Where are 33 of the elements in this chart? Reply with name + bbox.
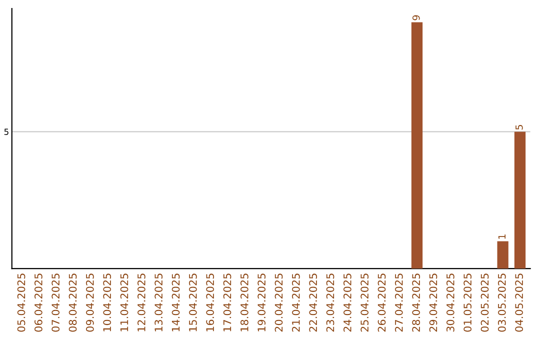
x-tick-label: 24.04.2025 bbox=[343, 274, 352, 332]
x-tick-label: 19.04.2025 bbox=[258, 274, 266, 332]
x-tick-label: 11.04.2025 bbox=[120, 274, 128, 332]
x-tick-label: 20.04.2025 bbox=[274, 274, 283, 332]
x-tick-label: 01.05.2025 bbox=[464, 274, 472, 332]
x-tick-label: 13.04.2025 bbox=[154, 274, 163, 332]
data-label: 5 bbox=[516, 124, 523, 130]
x-tick-label: 03.05.2025 bbox=[498, 274, 506, 332]
x-tick-label: 09.04.2025 bbox=[86, 274, 94, 332]
data-label: 9 bbox=[412, 15, 420, 20]
x-tick-label: 06.04.2025 bbox=[34, 274, 42, 332]
x-tick-label: 21.04.2025 bbox=[292, 274, 300, 332]
x-tick-label: 14.04.2025 bbox=[172, 274, 180, 332]
x-tick-label: 25.04.2025 bbox=[360, 274, 369, 332]
x-tick-label: 28.04.2025 bbox=[412, 274, 420, 332]
x-tick-label: 04.05.2025 bbox=[515, 274, 524, 332]
x-tick-label: 10.04.2025 bbox=[103, 274, 112, 332]
x-tick-label: 23.04.2025 bbox=[326, 274, 334, 332]
x-tick-label: 08.04.2025 bbox=[68, 274, 77, 332]
x-tick-label: 29.04.2025 bbox=[429, 274, 438, 332]
x-tick-label: 17.04.2025 bbox=[223, 274, 232, 332]
x-tick-label: 18.04.2025 bbox=[240, 274, 248, 332]
x-tick-label: 27.04.2025 bbox=[394, 274, 403, 332]
x-tick-label: 02.05.2025 bbox=[480, 274, 489, 332]
x-tick-label: 12.04.2025 bbox=[137, 274, 146, 332]
x-tick-label: 05.04.2025 bbox=[17, 274, 26, 332]
x-tick-label: 30.04.2025 bbox=[446, 274, 454, 332]
data-label: 1 bbox=[498, 234, 506, 239]
x-tick-label: 07.04.2025 bbox=[52, 274, 60, 332]
x-tick-label: 26.04.2025 bbox=[378, 274, 386, 332]
x-tick-label: 22.04.2025 bbox=[309, 274, 318, 332]
x-tick-label: 16.04.2025 bbox=[206, 274, 214, 332]
x-tick-label: 15.04.2025 bbox=[188, 274, 197, 332]
